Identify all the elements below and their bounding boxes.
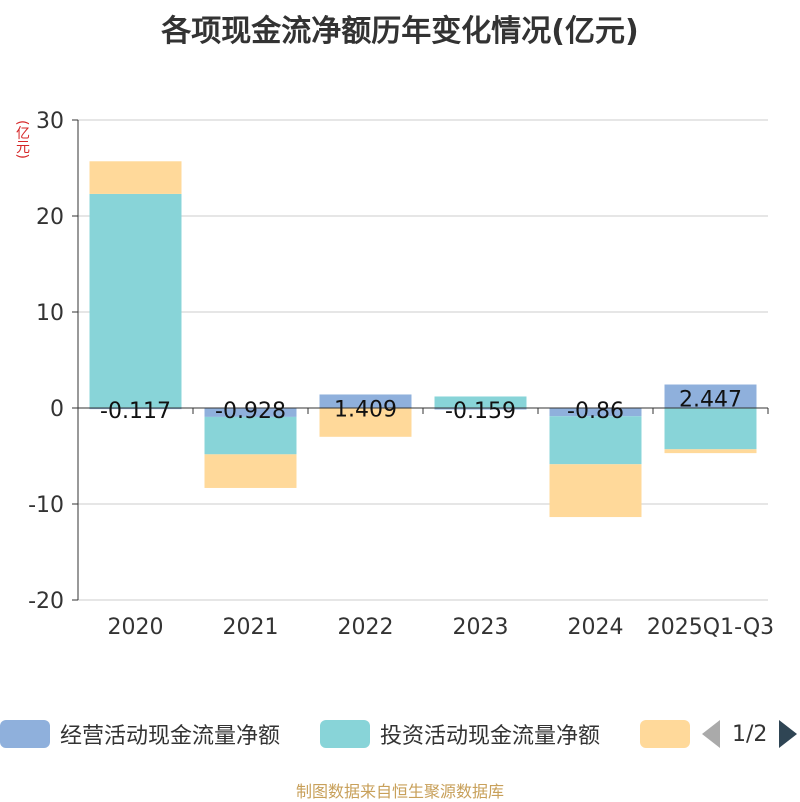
bar-series0-2020 (89, 408, 182, 410)
data-source-note: 制图数据来自恒生聚源数据库 (295, 782, 504, 801)
x-tick-label: 2023 (453, 615, 509, 640)
y-tick-label: 0 (50, 397, 64, 422)
bar-series1-2025Q1-Q3 (664, 408, 757, 450)
legend-item-investing[interactable]: 投资活动现金流量净额 (320, 716, 600, 752)
bar-series0-2024 (549, 408, 642, 417)
bar-series2-2024 (549, 464, 642, 518)
y-tick-label: 30 (36, 109, 64, 134)
legend-page-indicator: 1/2 (732, 721, 768, 747)
legend-prev-arrow-icon[interactable] (702, 720, 720, 748)
y-tick-label: -10 (28, 493, 64, 518)
legend-swatch-financing (640, 720, 690, 748)
bar-series1-2023 (434, 396, 527, 408)
x-tick-label: 2024 (568, 615, 624, 640)
data-label: 1.409 (334, 397, 397, 422)
bar-series0-2025Q1-Q3 (664, 384, 757, 408)
bar-series2-2020 (89, 161, 182, 194)
legend-item-financing[interactable] (640, 716, 700, 752)
data-label: -0.928 (215, 399, 286, 424)
bar-series2-2021 (204, 454, 297, 488)
data-label: 2.447 (679, 388, 742, 413)
data-label: -0.86 (567, 399, 624, 424)
y-tick-label: -20 (28, 589, 64, 614)
data-label: -0.117 (100, 399, 171, 424)
legend-swatch-operating (0, 720, 50, 748)
bar-series0-2021 (204, 408, 297, 417)
y-tick-label: 10 (36, 301, 64, 326)
legend-next-arrow-icon[interactable] (779, 720, 798, 748)
bar-series1-2021 (204, 416, 297, 455)
x-tick-label: 2025Q1-Q3 (647, 615, 774, 640)
x-tick-label: 2020 (108, 615, 164, 640)
legend: 经营活动现金流量净额 投资活动现金流量净额 1/2 (0, 716, 800, 752)
y-axis-unit: (亿元) (14, 120, 30, 159)
legend-label-investing: 投资活动现金流量净额 (380, 724, 601, 749)
chart-title: 各项现金流净额历年变化情况(亿元) (161, 14, 639, 49)
legend-label-operating: 经营活动现金流量净额 (60, 724, 281, 749)
bar-series0-2023 (434, 408, 527, 410)
legend-item-operating[interactable]: 经营活动现金流量净额 (0, 716, 280, 752)
legend-pager: 1/2 (702, 716, 798, 752)
bar-series2-2022 (319, 408, 412, 437)
bar-series0-2022 (319, 394, 412, 408)
x-tick-label: 2022 (338, 615, 394, 640)
x-tick-label: 2021 (223, 615, 279, 640)
y-tick-label: 20 (36, 205, 64, 230)
legend-swatch-investing (320, 720, 370, 748)
data-label: -0.159 (445, 399, 516, 424)
bar-series1-2024 (549, 416, 642, 465)
bar-series2-2025Q1-Q3 (664, 449, 757, 454)
bar-series1-2020 (89, 193, 182, 408)
